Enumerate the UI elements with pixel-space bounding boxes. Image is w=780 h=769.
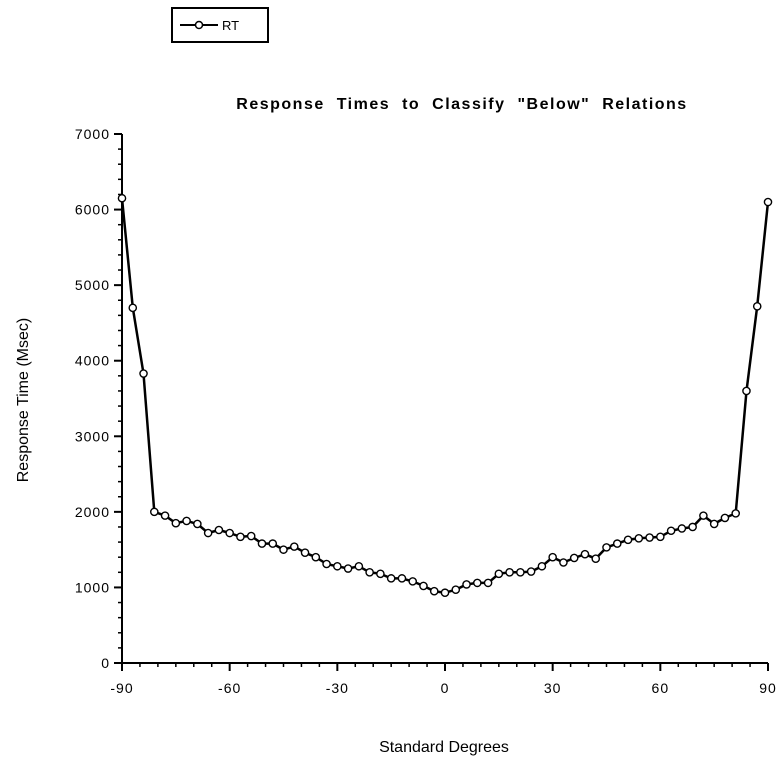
series-rt [117,193,773,598]
data-point [419,581,428,591]
data-point [483,578,493,588]
data-point [634,534,644,543]
data-point [526,567,536,576]
x-axis-label: Standard Degrees [379,739,509,756]
x-tick-label-0: -90 [110,680,133,696]
data-point [742,386,751,396]
data-point [333,561,342,571]
data-point [559,558,568,567]
chart-title: Response Times to Classify "Below" Relat… [236,96,687,113]
y-tick-label-3: 3000 [75,428,110,444]
data-point [386,574,396,583]
data-point [656,532,665,542]
data-point [494,569,504,579]
data-point [688,522,697,532]
data-point [117,193,127,203]
data-point [149,507,159,517]
legend-marker-sample [194,20,204,30]
y-tick-label-2: 2000 [75,504,110,520]
data-point [365,568,374,577]
data-point [720,513,730,523]
data-point [505,568,514,577]
data-point [160,511,170,520]
data-point [472,578,482,588]
data-point [289,542,299,551]
x-tick-label-1: -60 [218,680,241,696]
legend: RT [171,7,269,43]
data-point [300,548,310,557]
data-point [343,564,353,573]
data-point [580,549,590,559]
data-point [451,585,461,594]
y-tick-label-4: 4000 [75,353,110,369]
data-point [193,519,202,529]
data-point [171,518,181,528]
data-point [182,516,191,526]
data-point [268,539,278,548]
y-tick-label-6: 6000 [75,202,110,218]
data-point [537,561,547,571]
y-tick-label-7: 7000 [75,126,110,142]
data-point [225,528,234,538]
data-point [569,553,579,563]
x-tick-label-3: 0 [441,680,450,696]
y-tick-label-1: 1000 [75,579,110,595]
data-point [236,532,245,542]
data-point [709,519,719,529]
data-point [354,561,364,571]
data-point [214,525,224,535]
x-tick-label-5: 60 [652,680,670,696]
data-point [246,531,256,541]
data-point [699,511,708,520]
data-point [548,552,557,562]
y-tick-label-0: 0 [101,655,110,671]
data-point [763,197,773,207]
data-point [752,302,762,311]
data-point [602,543,611,552]
data-point [322,559,331,569]
y-ticks: 0 1000 2000 3000 4000 5000 6000 7000 [75,126,122,671]
data-point [311,552,321,562]
data-point [440,588,450,598]
x-tick-label-2: -30 [326,680,349,696]
data-point [731,509,741,518]
y-tick-label-5: 5000 [75,277,110,293]
data-point [139,369,148,378]
data-point [677,524,687,533]
data-point [516,568,525,577]
data-point [397,574,407,583]
x-tick-label-6: 90 [759,680,777,696]
data-point [591,554,601,564]
data-point [408,577,418,586]
data-point [623,535,633,545]
x-ticks: -90 -60 -30 0 30 60 90 [110,663,776,696]
data-point [645,533,654,542]
data-point [612,539,622,548]
data-point [203,528,213,538]
data-point [666,526,676,536]
data-point [429,586,439,596]
legend-label-rt: RT [222,18,239,33]
data-point [279,545,288,554]
y-axis-label: Response Time (Msec) [15,318,32,483]
data-point [128,303,138,313]
data-point [462,580,471,589]
data-point [376,569,385,579]
x-tick-label-4: 30 [544,680,562,696]
data-point [257,539,267,548]
